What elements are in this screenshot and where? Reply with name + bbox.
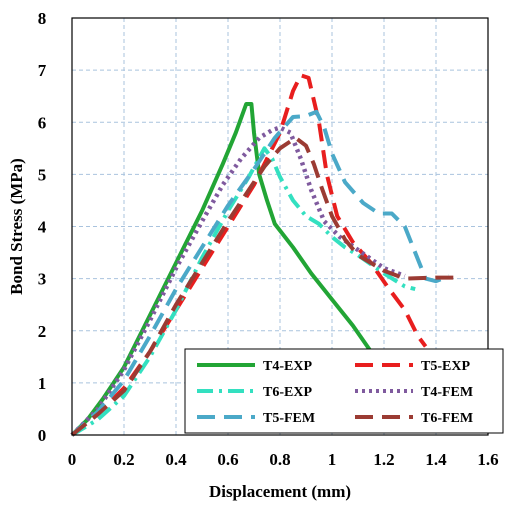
y-tick-label: 5 [38,165,47,184]
x-tick-label: 0.2 [113,450,134,469]
legend-label-t6-exp: T6-EXP [263,385,312,400]
y-tick-label: 2 [38,322,47,341]
plot-frame [71,17,489,436]
series-line-t6-exp [70,146,416,437]
y-tick-label: 6 [38,113,47,132]
x-tick-label: 0 [68,450,77,469]
series-line-t5-fem [70,109,450,437]
legend-label-t6-fem: T6-FEM [421,411,473,426]
legend-label-t4-exp: T4-EXP [263,359,312,374]
y-tick-label: 3 [38,270,47,289]
legend-label-t5-exp: T5-EXP [421,359,470,374]
y-tick-label: 1 [38,374,47,393]
x-tick-label: 1.6 [477,450,498,469]
x-tick-label: 1.2 [373,450,394,469]
series-line-t4-exp [70,102,394,437]
x-tick-label: 0.8 [269,450,290,469]
y-tick-label: 0 [38,426,47,445]
y-tick-label: 7 [38,61,47,80]
x-tick-label: 0.6 [217,450,238,469]
tick-labels: 0 0.2 0.4 0.6 0.8 1 1.2 1.4 1.6 0 1 2 3 4 5 6 7 8 [38,9,499,469]
y-axis-title: Bond Stress (MPa) [7,158,26,295]
x-tick-label: 1 [328,450,337,469]
legend-label-t4-fem: T4-FEM [421,385,473,400]
y-tick-label: 4 [38,218,47,237]
x-tick-label: 1.4 [425,450,447,469]
x-tick-label: 0.4 [165,450,187,469]
legend-label-t5-fem: T5-FEM [263,411,315,426]
y-tick-label: 8 [38,9,47,28]
series-line-t4-fem [70,125,406,437]
x-axis-title: Displacement (mm) [209,482,351,501]
series-layer [70,73,462,437]
series-line-t5-exp [70,73,428,437]
legend: T4-EXP T5-EXP T6-EXP T4-FEM T5-FEM T6-FEM [184,348,504,434]
